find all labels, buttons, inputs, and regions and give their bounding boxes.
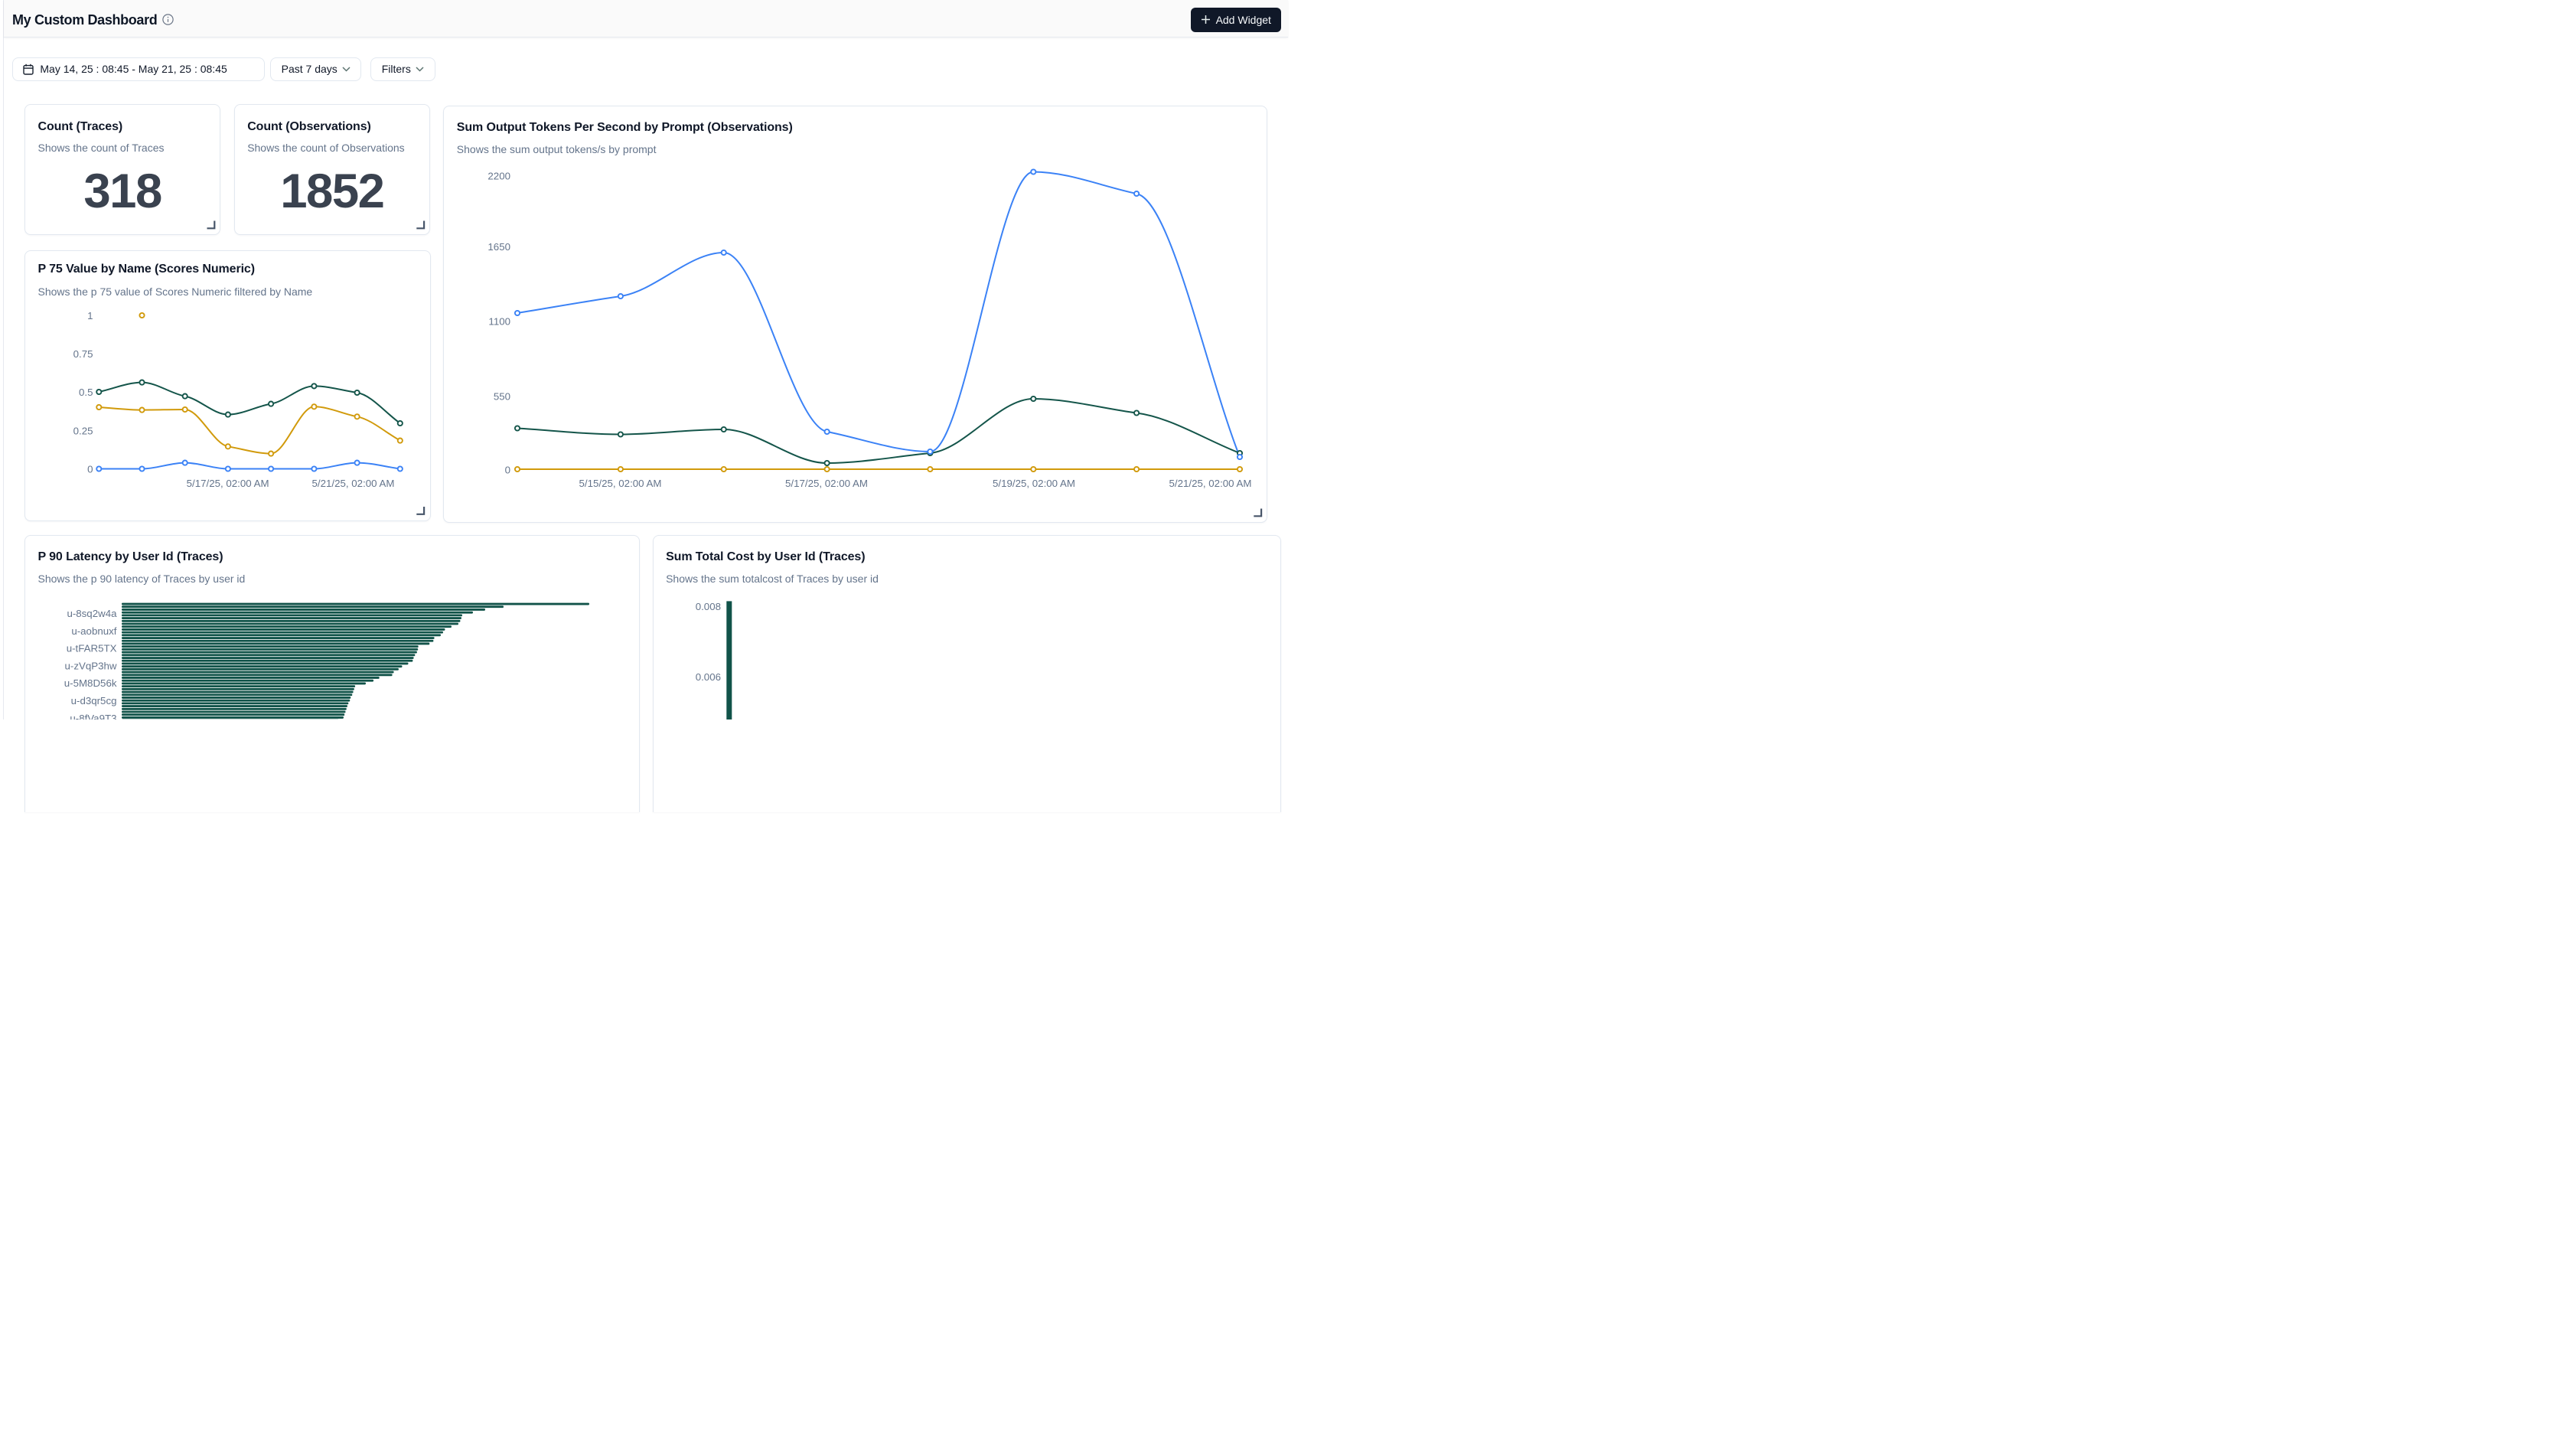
svg-text:5/19/25, 02:00 AM: 5/19/25, 02:00 AM <box>993 478 1075 489</box>
svg-text:u-8fVa9T3: u-8fVa9T3 <box>70 713 116 720</box>
svg-text:1650: 1650 <box>487 241 510 253</box>
svg-text:1: 1 <box>87 310 93 321</box>
svg-text:0.006: 0.006 <box>696 671 721 683</box>
svg-text:2200: 2200 <box>487 171 510 182</box>
svg-text:5/17/25, 02:00 AM: 5/17/25, 02:00 AM <box>785 478 868 489</box>
svg-text:0.5: 0.5 <box>79 387 93 398</box>
svg-text:0: 0 <box>505 465 510 476</box>
svg-text:u-zVqP3hw: u-zVqP3hw <box>65 660 117 671</box>
svg-text:5/15/25, 02:00 AM: 5/15/25, 02:00 AM <box>579 478 662 489</box>
svg-text:5/17/25, 02:00 AM: 5/17/25, 02:00 AM <box>187 478 269 489</box>
svg-text:550: 550 <box>494 391 510 403</box>
svg-text:0.008: 0.008 <box>696 601 721 612</box>
svg-text:u-aobnuxf: u-aobnuxf <box>71 625 116 637</box>
svg-text:u-tFAR5TX: u-tFAR5TX <box>67 643 117 654</box>
svg-text:0: 0 <box>87 464 93 475</box>
svg-text:u-d3qr5cg: u-d3qr5cg <box>71 695 117 706</box>
svg-text:5/21/25, 02:00 AM: 5/21/25, 02:00 AM <box>1169 478 1252 489</box>
svg-text:u-8sq2w4a: u-8sq2w4a <box>67 608 117 619</box>
svg-text:0.75: 0.75 <box>73 348 93 360</box>
svg-text:0.25: 0.25 <box>73 425 93 436</box>
svg-text:5/21/25, 02:00 AM: 5/21/25, 02:00 AM <box>312 478 395 489</box>
svg-text:u-5M8D56k: u-5M8D56k <box>64 677 117 689</box>
svg-text:1100: 1100 <box>488 316 510 328</box>
